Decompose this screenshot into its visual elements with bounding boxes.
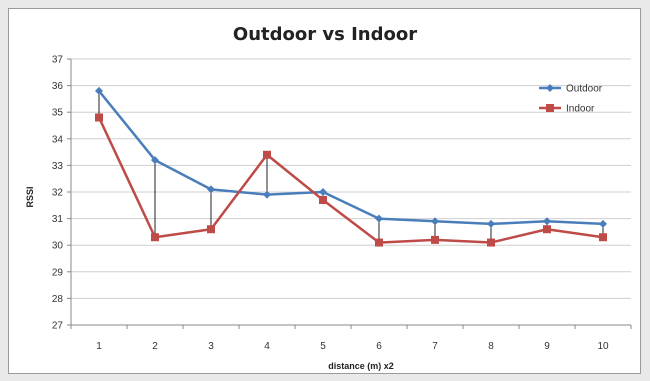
legend-marker-outdoor [546,84,554,92]
chart-title: Outdoor vs Indoor [233,24,417,45]
x-tick-label-3: 3 [208,341,214,352]
legend-label-indoor: Indoor [566,104,595,115]
point-outdoor-4 [263,190,271,199]
y-tick-label-30: 30 [52,241,64,252]
series-line-indoor [97,116,604,244]
x-tick-label-10: 10 [597,341,609,352]
point-outdoor-7 [431,217,439,226]
chart-frame: Outdoor vs Indoor 27 28 29 30 31 32 33 34 35 36 37… [8,8,641,374]
point-indoor-10 [599,233,607,242]
x-axis-label: distance (m) x2 [328,361,394,371]
legend: Outdoor Indoor [539,84,603,115]
x-tick-label-4: 4 [264,341,270,352]
y-tick-label-27: 27 [52,321,64,332]
y-tick-label-28: 28 [52,294,64,305]
chart-svg: Outdoor vs Indoor 2728293031323334353637… [25,24,632,371]
point-indoor-7 [431,235,439,244]
point-outdoor-5 [319,188,327,196]
x-tick-label-2: 2 [152,341,158,352]
legend-label-outdoor: Outdoor [566,84,603,95]
y-tick-label-37: 37 [52,55,64,66]
point-outdoor-1 [95,86,103,95]
point-indoor-3 [207,225,215,234]
series-layer [95,86,607,247]
point-indoor-4 [263,150,271,159]
x-tick-label-7: 7 [432,341,438,352]
legend-marker-indoor [546,104,554,112]
y-axis-label: RSSI [25,186,35,207]
x-tick-label-8: 8 [488,341,494,352]
point-indoor-9 [543,225,551,234]
y-tick-label-32: 32 [52,188,64,199]
point-indoor-1 [95,113,103,122]
point-indoor-8 [487,238,495,247]
series-line-outdoor [98,90,604,226]
y-tick-label-34: 34 [52,134,64,145]
x-tick-label-1: 1 [96,341,102,352]
point-outdoor-2 [151,156,159,165]
y-tick-label-35: 35 [52,108,64,119]
x-tick-label-9: 9 [544,341,550,352]
y-tick-label-36: 36 [52,81,64,92]
point-indoor-5 [319,195,327,204]
point-outdoor-10 [599,219,607,228]
point-indoor-6 [375,238,383,247]
point-outdoor-6 [375,214,383,223]
point-outdoor-3 [207,185,215,194]
point-indoor-2 [151,233,159,242]
x-tick-label-5: 5 [320,341,326,352]
y-tick-label-31: 31 [52,214,64,225]
x-tick-label-6: 6 [376,341,382,352]
point-outdoor-8 [487,219,495,228]
point-outdoor-9 [543,217,551,226]
y-tick-label-29: 29 [52,267,64,278]
y-tick-label-33: 33 [52,161,64,172]
